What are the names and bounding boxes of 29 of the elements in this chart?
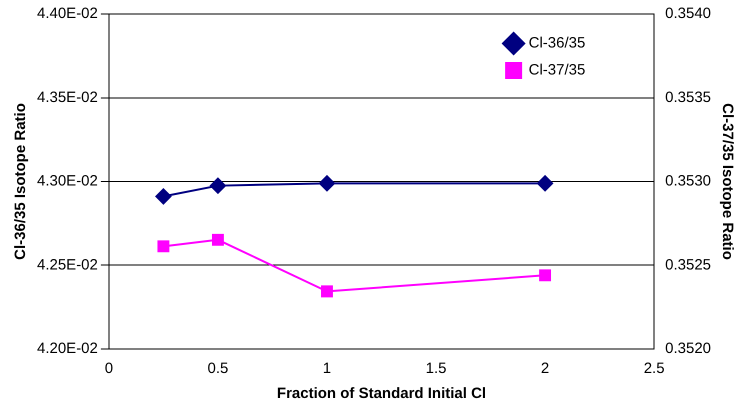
y2-tick-label: 0.3530 — [665, 172, 712, 190]
y2-tick-label: 0.3540 — [665, 5, 712, 22]
y-tick-label: 4.25E-02 — [36, 256, 98, 274]
y2-axis-title: Cl-37/35 Isotope Ratio — [718, 103, 736, 260]
x-tick-label: 1 — [322, 360, 332, 378]
x-tick-label: 2 — [540, 360, 550, 378]
point — [157, 240, 170, 252]
point — [539, 269, 552, 282]
point — [318, 175, 335, 192]
y2-tick-label: 0.3525 — [665, 256, 712, 274]
legend-label: Cl-36/35 — [528, 34, 586, 52]
y-tick-label: 4.40E-02 — [36, 5, 98, 22]
y-tick-label: 4.30E-02 — [36, 172, 98, 190]
x-axis-title: Fraction of Standard Initial Cl — [276, 385, 486, 402]
x-tick-label: 2.5 — [644, 360, 665, 378]
point — [155, 188, 172, 204]
y2-tick-label: 0.3520 — [665, 340, 712, 358]
point — [210, 178, 226, 194]
y-tick-label: 4.20E-02 — [36, 340, 98, 358]
x-tick-label: 1.5 — [426, 360, 446, 378]
x-tick-label: 0.5 — [208, 360, 228, 378]
legend-label: Cl-37/35 — [528, 62, 586, 79]
y-tick-label: 4.35E-02 — [36, 88, 98, 106]
y2-tick-label: 0.3535 — [665, 88, 712, 106]
y-axis-title: Cl-36/35 Isotope Ratio — [12, 103, 30, 260]
point — [321, 285, 333, 298]
point — [537, 175, 554, 192]
x-tick-label: 0 — [104, 360, 114, 378]
point — [212, 234, 224, 246]
